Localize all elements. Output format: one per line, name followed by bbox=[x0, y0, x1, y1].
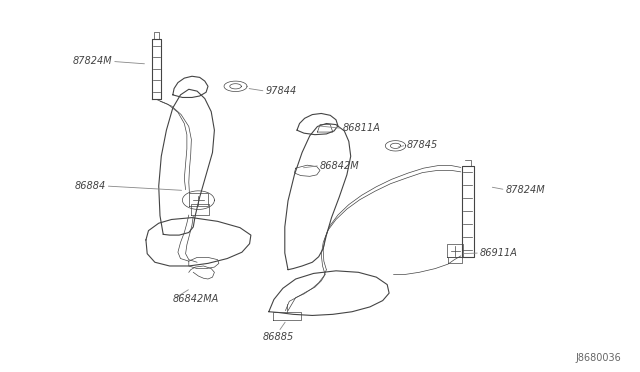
Text: 86811A: 86811A bbox=[342, 124, 380, 133]
Text: 87845: 87845 bbox=[406, 140, 438, 150]
Text: 97844: 97844 bbox=[266, 86, 297, 96]
Text: 86885: 86885 bbox=[263, 332, 294, 341]
Text: 86884: 86884 bbox=[74, 181, 106, 191]
Text: 87824M: 87824M bbox=[72, 57, 112, 66]
Text: 86842MA: 86842MA bbox=[173, 295, 219, 304]
Text: 86911A: 86911A bbox=[480, 248, 518, 258]
Text: 87824M: 87824M bbox=[506, 185, 545, 195]
Text: 86842M: 86842M bbox=[320, 161, 360, 170]
Text: J8680036: J8680036 bbox=[575, 353, 621, 363]
